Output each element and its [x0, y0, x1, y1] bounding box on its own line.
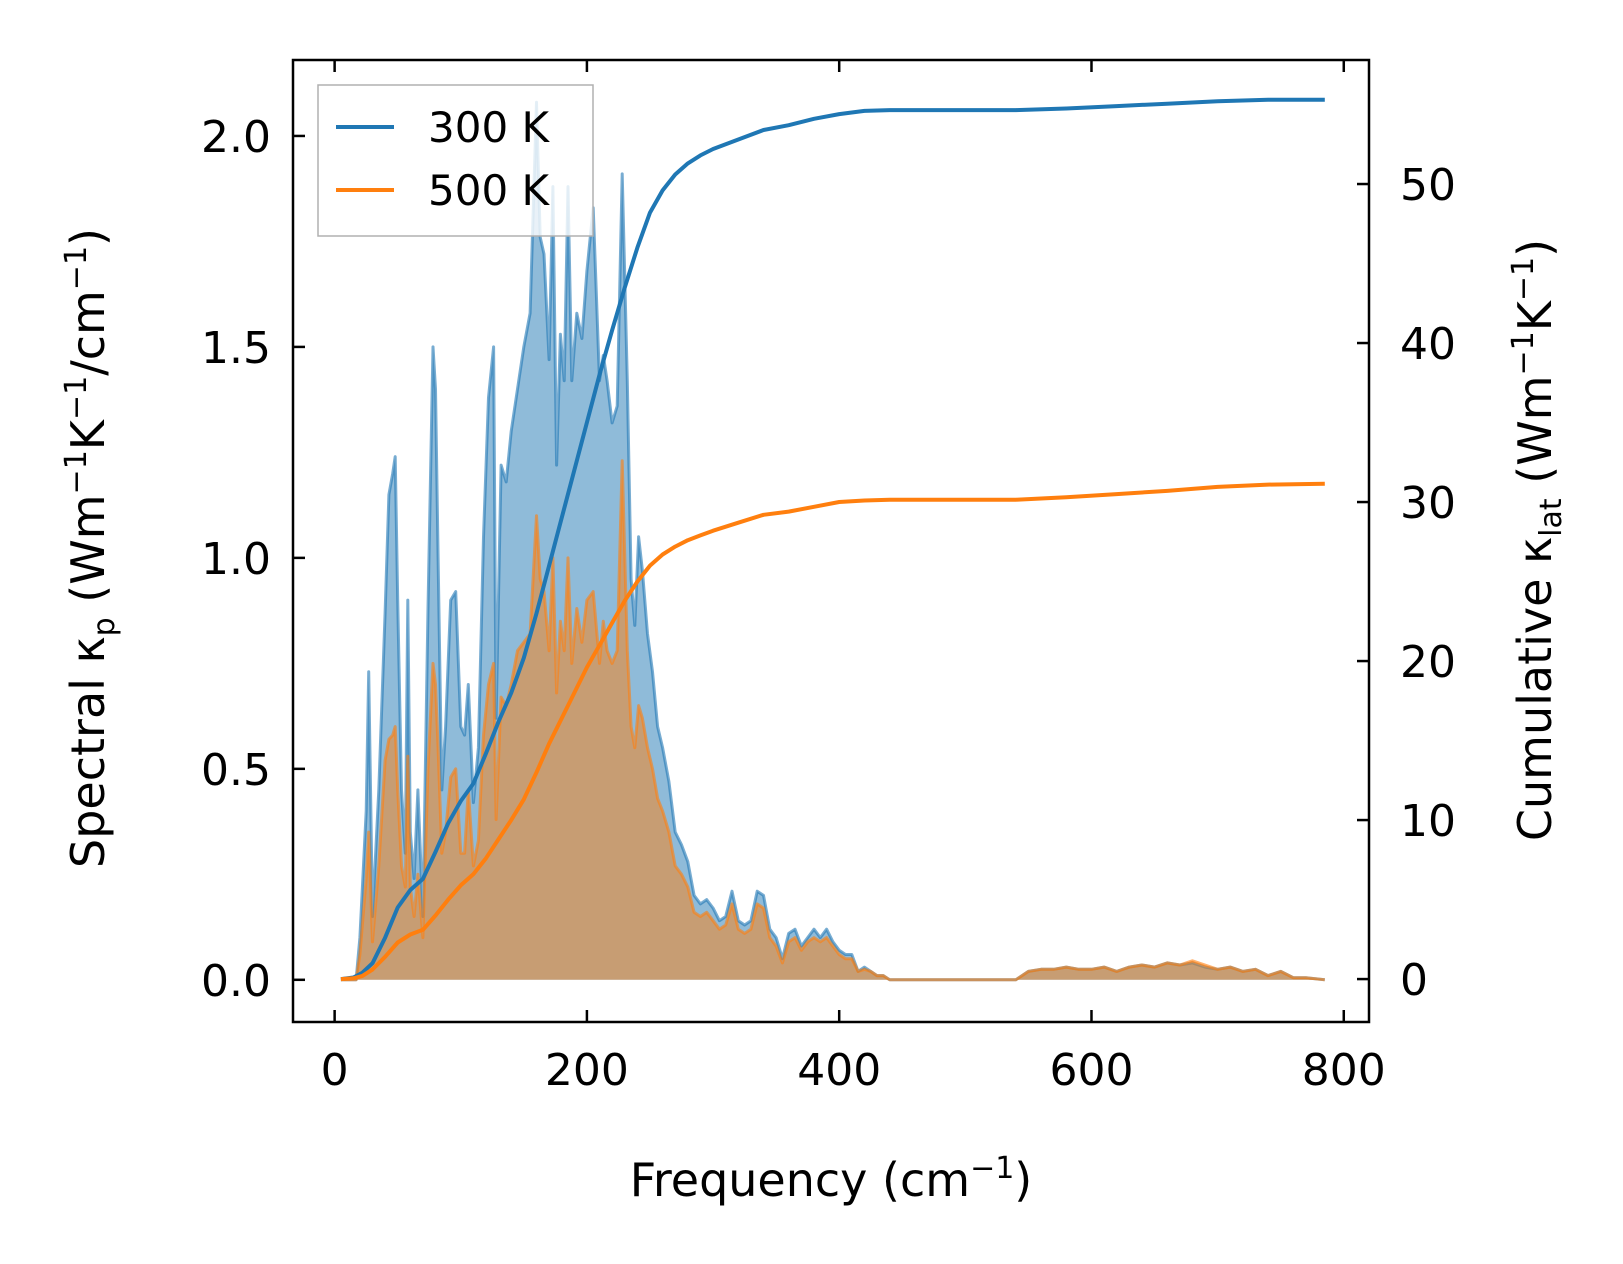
y-left-label-sub: p [87, 617, 122, 636]
y-left-label-end: /cm [61, 290, 115, 376]
x-tick-label: 200 [545, 1045, 629, 1096]
y-left-tick-label: 0.5 [201, 745, 271, 796]
legend-box [317, 84, 594, 237]
spectral-area-500k [340, 460, 1325, 980]
y-right-label-sup1: −1 [1506, 331, 1541, 375]
y-left-label-sup3: −1 [59, 246, 94, 290]
y-left-tick-label: 0.0 [201, 956, 271, 1007]
y-right-tick-label: 20 [1400, 637, 1456, 688]
legend: 300 K 500 K [317, 84, 594, 237]
y-left-tick-label: 2.0 [201, 112, 271, 163]
axis-ticks: 0 200 400 600 800 0.0 0.5 1.0 1.5 2.0 0 10 20 30 40 50 [201, 60, 1456, 1096]
y-axis-right-label: Cumulative κlat (Wm−1K−1) [1506, 239, 1569, 841]
y-right-tick-label: 50 [1400, 160, 1456, 211]
y-right-label-close: ) [1508, 239, 1562, 257]
spectral-outline-500k [340, 459, 1325, 982]
x-tick-label: 400 [797, 1045, 881, 1096]
y-right-label-text: Cumulative κ [1508, 537, 1562, 841]
cumulative-line-300k [340, 97, 1325, 982]
y-left-label-units: (Wm [61, 494, 115, 617]
y-right-label-units: (Wm [1508, 375, 1562, 498]
y-left-tick-label: 1.0 [201, 534, 271, 585]
plot-area [340, 97, 1325, 982]
y-left-label-text: Spectral κ [61, 636, 115, 868]
y-left-label-mid: K [61, 418, 115, 450]
y-right-tick-label: 0 [1400, 955, 1428, 1006]
x-axis-label-text: Frequency (cm [630, 1153, 970, 1207]
y-right-label-sub: lat [1534, 498, 1569, 537]
y-axis-left-label: Spectral κp (Wm−1K−1/cm−1) [59, 228, 122, 868]
legend-label-500k: 500 K [428, 166, 551, 215]
x-axis-label-end: ) [1014, 1153, 1032, 1207]
y-left-label-sup2: −1 [59, 376, 94, 420]
y-right-label-sup2: −1 [1506, 257, 1541, 301]
y-left-label-sup1: −1 [59, 450, 94, 494]
y-right-label-mid: K [1508, 299, 1562, 331]
x-axis-label-sup: −1 [970, 1151, 1014, 1186]
cumulative-line-500k [340, 481, 1325, 982]
y-right-tick-label: 30 [1400, 478, 1456, 529]
legend-label-300k: 300 K [428, 103, 551, 152]
y-right-tick-label: 10 [1400, 796, 1456, 847]
x-axis-label: Frequency (cm−1) [630, 1151, 1033, 1207]
y-left-label-close: ) [61, 228, 115, 246]
plot-frame [291, 58, 1371, 1024]
y-right-tick-label: 40 [1400, 319, 1456, 370]
x-tick-label: 0 [321, 1045, 349, 1096]
x-tick-label: 600 [1049, 1045, 1133, 1096]
y-left-tick-label: 1.5 [201, 323, 271, 374]
x-tick-label: 800 [1302, 1045, 1386, 1096]
